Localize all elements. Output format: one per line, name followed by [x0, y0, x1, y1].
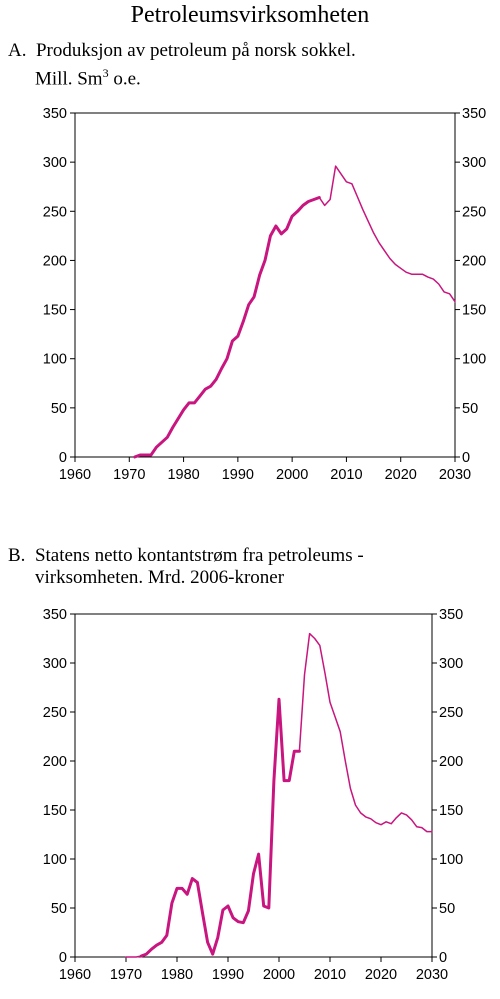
panel-b-y-tick-label-right-0: 0 — [439, 950, 447, 966]
panel-b-y-tick-label-right-7: 350 — [439, 607, 463, 623]
panel-b-x-tick-label-0: 1960 — [59, 967, 91, 983]
panel-b-y-tick-label-right-5: 250 — [439, 705, 463, 721]
panel-a-y-tick-label-right-3: 150 — [462, 303, 486, 319]
panel-a-series-0-line — [133, 196, 321, 459]
panel-b-title-line1: Statens netto kontantstrøm fra petroleum… — [34, 545, 364, 566]
panel-a-x-tick-label-2: 1980 — [167, 467, 199, 483]
panel-b-series-1-line — [139, 697, 301, 958]
panel-a-title-line2-prefix: Mill. Sm — [35, 68, 103, 90]
panel-b-x-tick-label-6: 2020 — [365, 967, 397, 983]
panel-b-y-tick-label-right-4: 200 — [439, 754, 463, 770]
panel-a-y-tick-label-right-1: 50 — [462, 401, 478, 417]
panel-a-series-1-line — [318, 165, 456, 303]
panel-a-y-tick-label-right-5: 250 — [462, 204, 486, 220]
panel-b-frame — [74, 613, 433, 958]
panel-a-y-tick-label-right-7: 350 — [462, 106, 486, 122]
panel-a-y-tick-label-right-0: 0 — [462, 450, 470, 466]
panel-a-x-tick-label-5: 2010 — [330, 467, 362, 483]
panel-b-x-tick-label-3: 1990 — [212, 967, 244, 983]
panel-a-y-tick-label-left-2: 100 — [43, 352, 67, 368]
main-title: Petroleumsvirksomheten — [130, 2, 370, 28]
panel-a-title: A. Produksjon av petroleum på norsk sokk… — [8, 40, 356, 90]
panel-b-y-tick-label-right-1: 50 — [439, 901, 455, 917]
panel-a-title-line1: Produksjon av petroleum på norsk sokkel. — [35, 40, 356, 61]
panel-a-label: A. — [8, 40, 27, 61]
panel-b-y-tick-label-right-2: 100 — [439, 852, 463, 868]
panel-b-y-tick-label-left-5: 250 — [43, 705, 67, 721]
panel-b-x-tick-label-2: 1980 — [161, 967, 193, 983]
panel-b-y-tick-label-right-3: 150 — [439, 803, 463, 819]
panel-b-x-tick-label-7: 2030 — [416, 967, 448, 983]
panel-b-y-tick-label-left-7: 350 — [43, 607, 67, 623]
panel-b-x-tick-label-5: 2010 — [314, 967, 346, 983]
panel-b-y-tick-label-left-0: 0 — [59, 950, 67, 966]
panel-a-y-tick-label-left-3: 150 — [43, 303, 67, 319]
panel-b-series-0-line — [125, 955, 143, 958]
panel-a-title-superscript: 3 — [102, 66, 109, 80]
panel-a-y-tick-label-left-7: 350 — [43, 106, 67, 122]
panel-a-x-tick-label-1: 1970 — [113, 467, 145, 483]
panel-b-y-tick-label-right-6: 300 — [439, 656, 463, 672]
panel-a-y-tick-label-left-5: 250 — [43, 204, 67, 220]
panel-b-y-tick-label-left-2: 100 — [43, 852, 67, 868]
panel-a-x-tick-label-6: 2020 — [385, 467, 417, 483]
panel-b-y-tick-label-left-3: 150 — [43, 803, 67, 819]
panel-b-label: B. — [8, 545, 26, 566]
panel-a-x-tick-label-4: 2000 — [276, 467, 308, 483]
panel-b-series-2-line — [298, 632, 433, 833]
panel-a-x-tick-label-0: 1960 — [59, 467, 91, 483]
panel-b-y-tick-label-left-6: 300 — [43, 656, 67, 672]
panel-a-y-tick-label-right-2: 100 — [462, 352, 486, 368]
panel-a-y-tick-label-left-6: 300 — [43, 155, 67, 171]
panel-a-y-tick-label-left-0: 0 — [59, 450, 67, 466]
panel-a-x-tick-label-3: 1990 — [222, 467, 254, 483]
panel-b-chart: 0 0 50 50 100 100 150 150 200 200 250 250 300 300 350 3… — [43, 607, 463, 983]
panel-a-chart: 0 0 50 50 100 100 150 150 200 200 250 250 300 300 350 3… — [43, 106, 486, 483]
panel-b-title: B. Statens netto kontantstrøm fra petrol… — [8, 545, 364, 589]
panel-a-title-line2-suffix: o.e. — [108, 68, 141, 90]
panel-a-y-tick-label-left-1: 50 — [51, 401, 67, 417]
panel-a-y-tick-label-right-6: 300 — [462, 155, 486, 171]
panel-a-frame — [74, 112, 456, 458]
panel-a-y-tick-label-left-4: 200 — [43, 253, 67, 269]
panel-b-title-line2: virksomheten. Mrd. 2006-kroner — [35, 567, 285, 588]
panel-b-y-tick-label-left-4: 200 — [43, 754, 67, 770]
panel-a-y-tick-label-right-4: 200 — [462, 253, 486, 269]
panel-b-x-tick-label-1: 1970 — [110, 967, 142, 983]
panel-a-x-tick-label-7: 2030 — [439, 467, 471, 483]
panel-b-y-tick-label-left-1: 50 — [51, 901, 67, 917]
panel-b-x-tick-label-4: 2000 — [263, 967, 295, 983]
